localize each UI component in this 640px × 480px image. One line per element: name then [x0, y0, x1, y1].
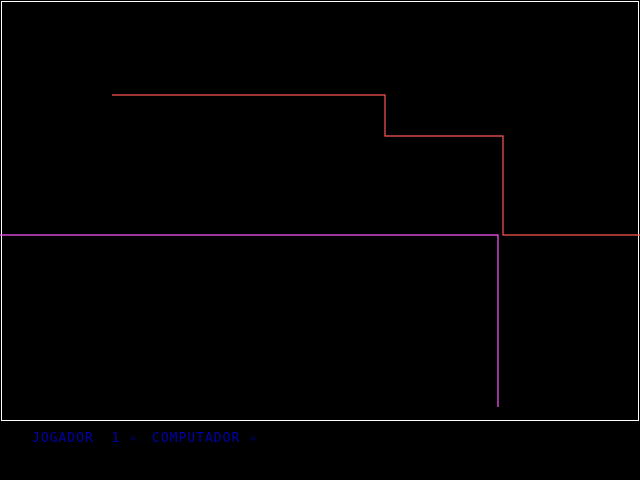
- computer-label: COMPUTADOR: [152, 431, 241, 446]
- sparkle-icon: ✧: [129, 431, 138, 446]
- sparkle-icon: ✧: [249, 431, 258, 446]
- player-status: JOGADOR 1 ✧: [32, 431, 138, 446]
- computer-status: COMPUTADOR ✧: [152, 431, 258, 446]
- arena-border: [1, 1, 639, 421]
- player-score: 1: [111, 431, 121, 446]
- red-light-trail: [112, 94, 640, 236]
- player-label: JOGADOR: [32, 431, 94, 446]
- magenta-light-trail: [0, 234, 499, 407]
